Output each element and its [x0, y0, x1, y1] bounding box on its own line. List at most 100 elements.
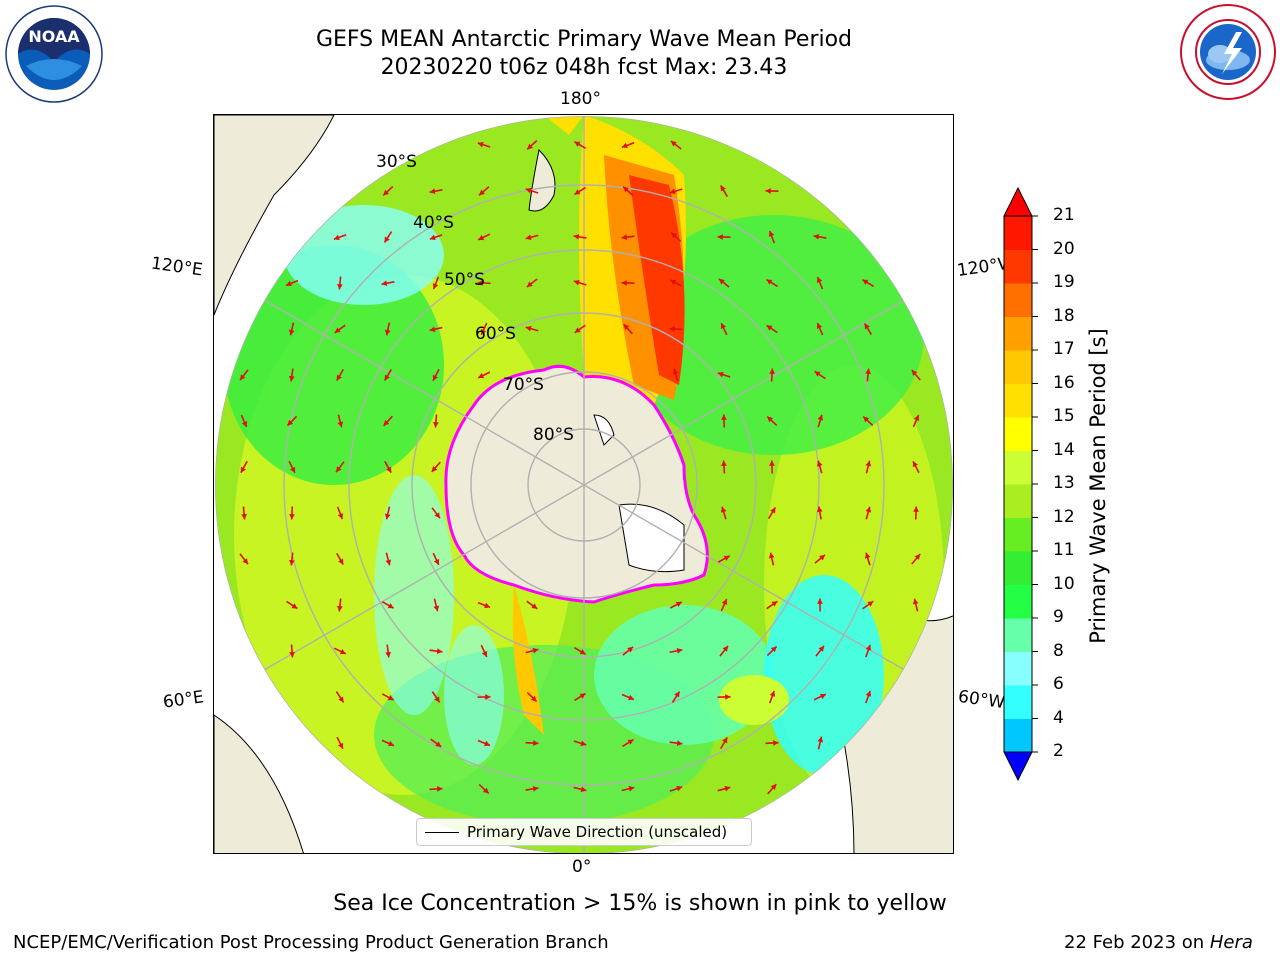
- colorbar-tick-label: 16: [1053, 372, 1075, 393]
- colorbar: [1000, 186, 1040, 782]
- lat-label-70s: 70°S: [503, 375, 544, 395]
- colorbar-segment: [1004, 584, 1032, 619]
- legend-label: Primary Wave Direction (unscaled): [467, 823, 728, 841]
- wave-arrow: [768, 230, 776, 244]
- colorbar-segment: [1004, 316, 1032, 351]
- wave-arrow: [432, 552, 440, 566]
- wave-arrow: [337, 276, 343, 290]
- wave-arrow: [670, 231, 682, 243]
- lon-label-180: 180°: [560, 89, 601, 109]
- wave-arrow: [864, 552, 871, 566]
- colorbar-tick-label: 12: [1053, 506, 1075, 527]
- wave-arrow: [526, 600, 538, 610]
- wave-arrow: [337, 598, 343, 612]
- wave-arrow: [333, 234, 347, 241]
- wave-arrow: [813, 233, 827, 240]
- wave-arrow: [717, 694, 731, 700]
- chart-subtitle: 20230220 t06z 048h fcst Max: 23.43: [380, 55, 788, 80]
- colorbar-segment: [1004, 618, 1032, 652]
- wave-arrow: [381, 693, 395, 701]
- wave-arrow: [429, 234, 443, 241]
- wave-arrow: [525, 785, 539, 792]
- wave-arrow: [477, 371, 491, 379]
- colorbar-tick-label: 20: [1053, 238, 1075, 259]
- wave-arrow: [622, 186, 634, 196]
- wave-arrow: [383, 415, 393, 427]
- colorbar-tick-label: 17: [1053, 339, 1075, 359]
- wave-arrow: [433, 598, 440, 612]
- wave-arrow: [912, 460, 920, 474]
- colorbar-segment: [1004, 417, 1032, 451]
- colorbar-label: Primary Wave Mean Period [s]: [1086, 328, 1110, 644]
- wave-arrow: [525, 187, 539, 194]
- wave-arrow: [574, 140, 586, 150]
- wave-arrow: [717, 785, 731, 792]
- map-legend: Primary Wave Direction (unscaled): [416, 818, 752, 846]
- wave-arrow: [622, 738, 634, 748]
- wave-arrow: [381, 739, 395, 747]
- wave-arrow: [769, 368, 775, 382]
- wave-arrow: [525, 740, 539, 746]
- wave-arrow: [239, 369, 249, 381]
- wave-arrow: [335, 691, 345, 703]
- colorbar-segment: [1004, 249, 1032, 284]
- footer-credit: NCEP/EMC/Verification Post Processing Pr…: [13, 932, 609, 953]
- wave-arrow: [621, 141, 635, 149]
- wave-arrow: [669, 601, 683, 609]
- wave-arrow: [286, 415, 298, 427]
- colorbar-over-arrow: [1003, 186, 1033, 217]
- wave-arrow: [861, 279, 875, 287]
- noaa-wordmark: NOAA: [28, 27, 80, 46]
- footer-date: 22 Feb 2023 on Hera: [1064, 932, 1253, 953]
- wave-arrow: [863, 323, 873, 335]
- footer-date-text: 22 Feb 2023 on: [1064, 932, 1210, 953]
- wave-arrow: [766, 324, 778, 334]
- wave-arrow: [240, 460, 248, 474]
- colorbar-segment: [1004, 685, 1032, 719]
- wave-arrow: [384, 460, 392, 474]
- wave-arrow: [911, 369, 921, 381]
- wave-direction-arrows: [239, 140, 921, 840]
- wave-arrow: [717, 555, 731, 563]
- lon-label-120e: 120°E: [149, 253, 204, 281]
- wave-arrow: [573, 740, 587, 747]
- longitude-grid: [215, 116, 953, 853]
- colorbar-segment: [1004, 216, 1032, 250]
- wave-arrow: [621, 234, 635, 241]
- wave-arrow: [336, 368, 344, 382]
- wave-arrow: [721, 414, 727, 428]
- wave-arrow: [526, 278, 538, 288]
- wave-arrow: [429, 326, 443, 333]
- wave-arrow: [813, 693, 827, 701]
- wave-arrow: [769, 460, 775, 474]
- sea-ice-note: Sea Ice Concentration > 15% is shown in …: [333, 891, 947, 916]
- wave-arrow: [431, 691, 441, 703]
- wave-arrow: [334, 324, 346, 334]
- colorbar-segment: [1004, 450, 1032, 485]
- wave-arrow: [477, 280, 491, 286]
- wave-arrow: [768, 690, 776, 704]
- map-canvas: [214, 115, 953, 853]
- africa-land: [214, 714, 304, 853]
- wave-arrow: [384, 506, 391, 520]
- colorbar-segment: [1004, 484, 1032, 518]
- wave-arrow: [525, 647, 539, 654]
- wave-arrow: [767, 507, 777, 519]
- wave-arrow: [817, 598, 823, 612]
- wave-arrow: [768, 552, 775, 566]
- wave-arrow: [335, 461, 345, 473]
- wave-arrow: [477, 601, 491, 609]
- wave-arrow: [816, 322, 824, 336]
- wave-arrow: [288, 368, 295, 382]
- wave-arrow: [477, 739, 491, 747]
- wave-arrow: [574, 324, 586, 334]
- wave-arrow: [288, 460, 296, 474]
- wave-arrow: [622, 646, 634, 656]
- wave-arrow: [289, 506, 295, 520]
- wave-arrow: [766, 645, 778, 657]
- wave-arrow: [525, 234, 539, 241]
- wave-arrow: [718, 278, 730, 288]
- wave-arrow: [431, 461, 441, 473]
- colorbar-tick-label: 13: [1053, 473, 1075, 493]
- wave-arrow: [289, 644, 295, 658]
